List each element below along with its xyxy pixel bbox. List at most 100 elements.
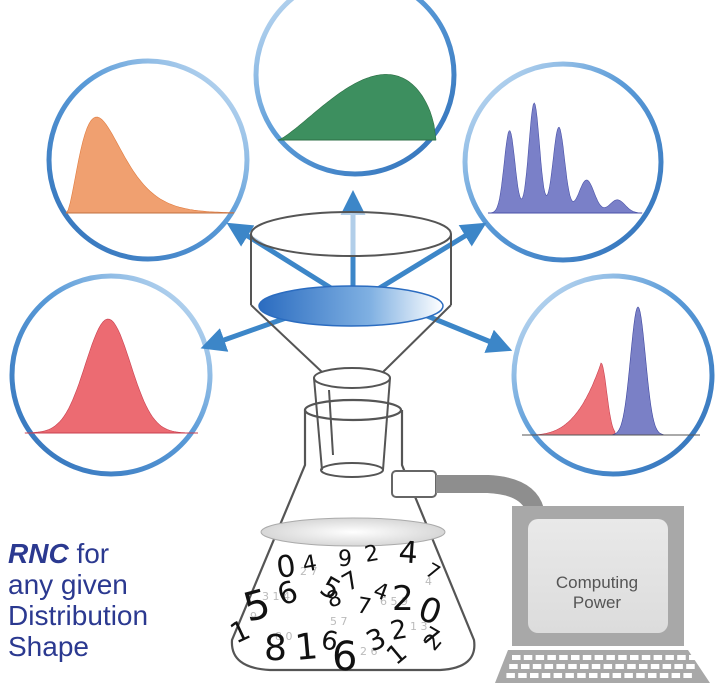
keyboard-key bbox=[559, 655, 568, 660]
svg-text:1 3: 1 3 bbox=[410, 620, 428, 633]
keyboard-key bbox=[532, 664, 542, 669]
keyboard-key bbox=[523, 655, 533, 660]
funnel bbox=[250, 211, 452, 373]
blue-multimodal-histogram bbox=[487, 102, 643, 214]
keyboard-key bbox=[648, 673, 657, 678]
svg-text:8 0: 8 0 bbox=[275, 630, 293, 643]
flask-digit: 6 bbox=[273, 574, 303, 613]
svg-text:2 6: 2 6 bbox=[360, 645, 378, 658]
keyboard-key bbox=[606, 655, 615, 660]
keyboard-key bbox=[630, 655, 639, 660]
connector-tube bbox=[391, 470, 544, 514]
distribution-circle-top-center bbox=[253, 0, 457, 177]
computing-power-line2: Power bbox=[572, 593, 622, 612]
keyboard-key bbox=[580, 664, 589, 669]
keyboard-key bbox=[618, 655, 627, 660]
flask-digit: 8 bbox=[264, 628, 287, 669]
keyboard-key bbox=[512, 655, 521, 660]
distribution-circle-left bbox=[9, 273, 213, 477]
keyboard-key bbox=[683, 673, 692, 678]
flask-digit: 4 bbox=[397, 535, 418, 571]
caption-line3: Distribution bbox=[8, 600, 149, 631]
keyboard-key bbox=[689, 655, 698, 660]
caption-line1-rest: for bbox=[68, 538, 110, 569]
keyboard-key bbox=[568, 664, 577, 669]
keyboard-key bbox=[553, 673, 563, 678]
green-triangular-histogram bbox=[277, 74, 437, 141]
caption-line2: any given bbox=[8, 569, 128, 600]
keyboard-key bbox=[577, 673, 586, 678]
orange-skewed-histogram bbox=[65, 116, 235, 214]
keyboard-key bbox=[506, 673, 515, 678]
keyboard-key bbox=[544, 664, 554, 669]
red-normal-histogram bbox=[24, 318, 199, 434]
keyboard-key bbox=[547, 655, 556, 660]
keyboard-key bbox=[662, 664, 672, 669]
keyboard-key bbox=[612, 673, 622, 678]
keyboard-key bbox=[671, 673, 681, 678]
keyboard-key bbox=[665, 655, 674, 660]
distribution-circle-top-right bbox=[462, 61, 664, 263]
caption-line4: Shape bbox=[8, 631, 89, 662]
svg-text:4: 4 bbox=[425, 575, 432, 588]
keyboard-key bbox=[556, 664, 565, 669]
flask-digit: 0 bbox=[274, 549, 298, 586]
caption: RNC for any given Distribution Shape bbox=[8, 538, 148, 662]
keyboard-key bbox=[594, 655, 604, 660]
keyboard-key bbox=[636, 673, 645, 678]
keyboard-key bbox=[677, 655, 686, 660]
keyboard-key bbox=[600, 673, 610, 678]
computer-keyboard bbox=[495, 650, 710, 683]
keyboard-key bbox=[603, 664, 613, 669]
flask-liquid-surface bbox=[260, 517, 446, 547]
flask-digit: 2 bbox=[392, 579, 414, 619]
flask-digit: 9 bbox=[338, 547, 352, 572]
svg-text:3 1 4: 3 1 4 bbox=[262, 590, 290, 603]
keyboard-key bbox=[509, 664, 518, 669]
caption-rnc: RNC bbox=[8, 538, 69, 569]
keyboard-key bbox=[535, 655, 545, 660]
keyboard-key bbox=[565, 673, 574, 678]
distribution-circle-top-left bbox=[46, 58, 250, 262]
flask-digit: 2 bbox=[388, 614, 410, 646]
computer bbox=[495, 506, 710, 683]
flask bbox=[230, 398, 476, 672]
keyboard-key bbox=[639, 664, 648, 669]
keyboard-key bbox=[624, 673, 633, 678]
keyboard-key bbox=[591, 664, 601, 669]
flask-digit: 4 bbox=[301, 551, 319, 578]
keyboard-key bbox=[653, 655, 663, 660]
svg-text:9: 9 bbox=[250, 610, 257, 623]
keyboard-key bbox=[518, 673, 527, 678]
keyboard-key bbox=[582, 655, 592, 660]
keyboard-key bbox=[521, 664, 530, 669]
flask-digit: 7 bbox=[355, 593, 373, 620]
keyboard-key bbox=[674, 664, 683, 669]
keyboard-key bbox=[659, 673, 669, 678]
keyboard-key bbox=[530, 673, 539, 678]
keyboard-key bbox=[541, 673, 551, 678]
keyboard-key bbox=[686, 664, 695, 669]
keyboard-key bbox=[650, 664, 660, 669]
flask-digit: 7 bbox=[337, 565, 364, 597]
keyboard-key bbox=[615, 664, 624, 669]
flask-digit: 6 bbox=[332, 634, 357, 680]
flask-background-digits: 3 1 42 76 5 9 8 01 35 7 942 6 bbox=[250, 565, 432, 658]
distribution-circle-right bbox=[511, 273, 715, 477]
svg-text:6 5 9: 6 5 9 bbox=[380, 595, 408, 608]
flask-digit: 8 bbox=[324, 585, 346, 613]
computing-power-label: Computing Power bbox=[531, 573, 663, 613]
flask-digit: 6 bbox=[319, 625, 341, 657]
flask-digit: 1 bbox=[293, 626, 319, 669]
filter-disc bbox=[258, 285, 444, 327]
svg-text:5 7: 5 7 bbox=[330, 615, 348, 628]
svg-text:2 7: 2 7 bbox=[300, 565, 318, 578]
keyboard-key bbox=[571, 655, 580, 660]
computer-screen bbox=[528, 519, 668, 633]
glass-tube bbox=[313, 367, 391, 478]
keyboard-key bbox=[627, 664, 636, 669]
computing-power-line1: Computing bbox=[555, 573, 639, 592]
keyboard-key bbox=[641, 655, 651, 660]
